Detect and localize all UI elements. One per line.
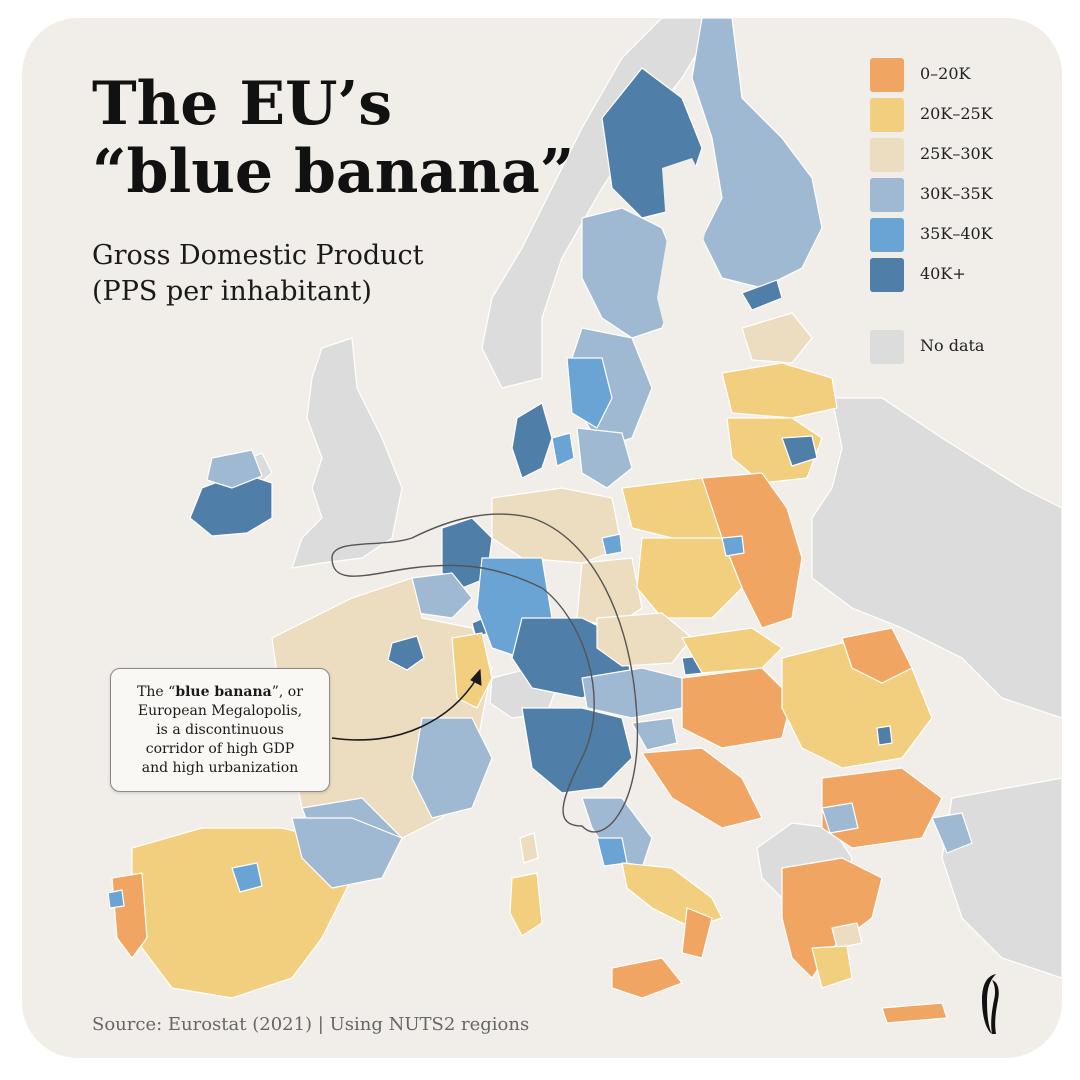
legend-item-40k-plus: 40K+ [870,258,1030,292]
title-line-2: “blue banana” [92,137,575,207]
paris [387,635,425,671]
legend-label: 30K–35K [920,184,993,203]
legend-item-25k-30k: 25K–30K [870,138,1030,172]
legend-swatch [870,98,904,132]
estonia [741,312,813,364]
map-card: The EU’s “blue banana” Gross Domestic Pr… [22,18,1062,1058]
legend-swatch [870,218,904,252]
sofia [821,802,859,834]
eu-gdp-map [107,18,1062,1024]
slovenia [631,717,678,751]
legend-label: 25K–30K [920,144,993,163]
callout-line-4: corridor of high GDP [145,740,295,757]
ireland-north [206,449,263,489]
bucharest [876,725,893,746]
blue-banana-outline [331,513,639,833]
athens [831,922,863,949]
legend-swatch [870,330,904,364]
peloponnese [811,945,853,989]
legend-label: 35K–40K [920,224,993,243]
denmark [511,402,553,479]
rome [596,837,628,867]
corsica [519,832,539,864]
legend-label: No data [920,336,985,355]
istanbul-region [931,812,973,854]
callout-highlight: blue banana [175,683,272,700]
legend-swatch [870,138,904,172]
lithuania [726,417,823,484]
vilnius [781,435,818,467]
source-note: Source: Eurostat (2021) | Using NUTS2 re… [92,1014,530,1035]
stockholm [566,357,613,429]
finland-north [691,18,823,289]
callout-line-3: is a discontinuous [156,721,284,738]
callout-line-1: The “blue banana”, or [120,683,320,702]
legend-label: 40K+ [920,264,966,283]
legend-label: 20K–25K [920,104,993,123]
subtitle-line-1: Gross Domestic Product [92,240,424,271]
france-northeast [451,632,493,709]
helsinki [741,279,783,311]
brand-logo-icon [982,974,999,1034]
sweden-north [581,207,683,339]
portugal [111,872,148,959]
legend-item-35k-40k: 35K–40K [870,218,1030,252]
legend-label: 0–20K [920,64,971,83]
legend-item-20k-25k: 20K–25K [870,98,1030,132]
legend-swatch [870,178,904,212]
legend-swatch [870,58,904,92]
turkey-nodata [941,777,1062,979]
callout-text: The “blue banana”, or European Megalopol… [120,683,320,778]
romania-northeast [841,627,913,684]
callout-suffix: ”, or [271,683,303,700]
hungary [681,667,793,749]
germany-north [491,487,623,564]
sardinia [509,872,543,937]
croatia [641,747,763,829]
spain-northeast [291,817,403,889]
lisbon [107,889,125,909]
berlin [601,533,623,556]
denmark-east [551,432,575,467]
latvia [721,362,838,419]
legend-item-0-20k: 0–20K [870,58,1030,92]
slovakia [681,627,783,674]
czechia [596,612,693,667]
blue-banana-callout: The “blue banana”, or European Megalopol… [110,668,330,792]
callout-prefix: The “ [137,683,176,700]
calabria [681,907,713,959]
warsaw [721,535,745,557]
madrid [231,862,263,893]
crete [881,1002,948,1024]
russia-belarus-nodata [811,397,1062,719]
subtitle: Gross Domestic Product (PPS per inhabita… [92,238,424,310]
uk-nodata [291,337,403,569]
legend-item-30k-35k: 30K–35K [870,178,1030,212]
gulf-bothnia-water [657,158,712,338]
france-southeast [411,717,493,819]
spain [131,827,363,999]
legend-swatch [870,258,904,292]
title-line-1: The EU’s [92,69,393,139]
page-title: The EU’s “blue banana” [92,70,574,206]
legend-item-no-data: No data [870,330,1030,364]
callout-line-2: European Megalopolis, [137,702,303,719]
callout-arrowhead [470,668,482,686]
subtitle-line-2: (PPS per inhabitant) [92,276,372,307]
sicily [611,957,683,999]
italy-north [521,707,633,794]
callout-arrow [331,677,478,741]
callout-line-5: and high urbanization [141,759,299,776]
sweden-south [576,427,633,489]
